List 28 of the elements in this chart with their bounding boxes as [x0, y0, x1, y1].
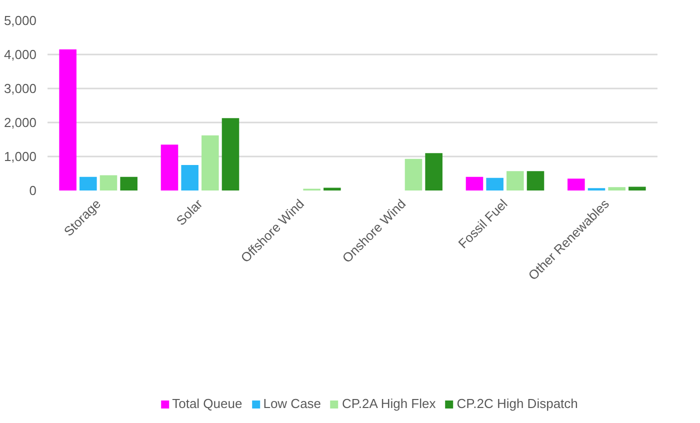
legend-label: Total Queue — [172, 396, 242, 411]
bar — [120, 176, 138, 190]
y-tick-label: 3,000 — [4, 81, 37, 96]
bar — [181, 165, 198, 190]
y-tick-label: 1,000 — [4, 149, 37, 164]
legend-label: Low Case — [263, 396, 322, 411]
y-tick-label: 2,000 — [4, 115, 37, 130]
bar — [324, 188, 341, 190]
bar — [160, 144, 178, 190]
y-tick-label: 4,000 — [4, 47, 37, 62]
bar — [466, 176, 484, 190]
bar — [506, 171, 524, 190]
bar — [608, 187, 626, 190]
bar — [100, 175, 118, 190]
bar — [59, 49, 76, 190]
bar — [526, 171, 544, 190]
bar — [222, 118, 240, 190]
bar — [486, 178, 504, 190]
bar — [628, 186, 646, 190]
bar — [425, 153, 442, 190]
bar — [568, 178, 585, 190]
y-tick-label: 5,000 — [4, 13, 37, 28]
legend-label: CP.2A High Flex — [342, 396, 436, 411]
legend-label: CP.2C High Dispatch — [456, 396, 578, 411]
y-tick-label: 0 — [29, 183, 37, 198]
bar — [404, 158, 422, 190]
bar — [202, 135, 219, 190]
bar — [80, 176, 97, 190]
